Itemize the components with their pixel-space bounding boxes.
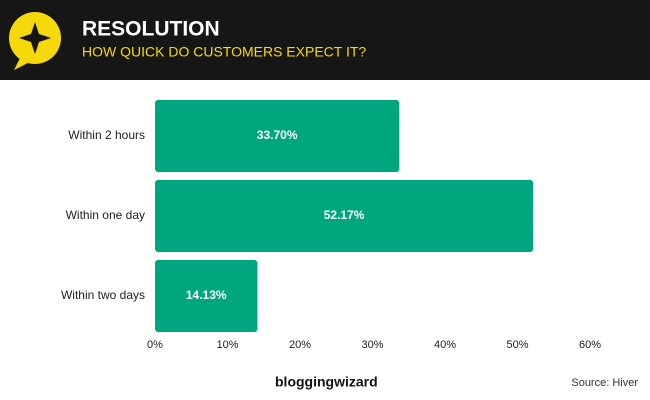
x-tick-label: 30% <box>361 339 383 351</box>
brand: bloggingwizard <box>275 374 378 390</box>
chart-title: RESOLUTION <box>82 18 220 41</box>
value-label: 33.70% <box>257 128 298 142</box>
icon-star <box>19 22 51 54</box>
bar <box>155 260 258 332</box>
value-label: 14.13% <box>186 288 227 302</box>
icon-tail <box>14 58 30 70</box>
header-band <box>0 0 650 80</box>
x-tick-label: 10% <box>216 339 238 351</box>
y-tick-label: Within one day <box>66 208 145 222</box>
y-tick-label: Within 2 hours <box>68 128 145 142</box>
y-tick-label: Within two days <box>61 288 145 302</box>
chart-subtitle: HOW QUICK DO CUSTOMERS EXPECT IT? <box>82 44 366 60</box>
value-label: 52.17% <box>324 208 365 222</box>
x-tick-label: 40% <box>434 339 456 351</box>
source: Source: Hiver <box>571 377 638 389</box>
x-tick-label: 0% <box>147 339 163 351</box>
x-tick-label: 20% <box>289 339 311 351</box>
x-tick-label: 60% <box>579 339 601 351</box>
bar <box>155 100 400 172</box>
bar <box>155 180 534 252</box>
x-tick-label: 50% <box>506 339 528 351</box>
